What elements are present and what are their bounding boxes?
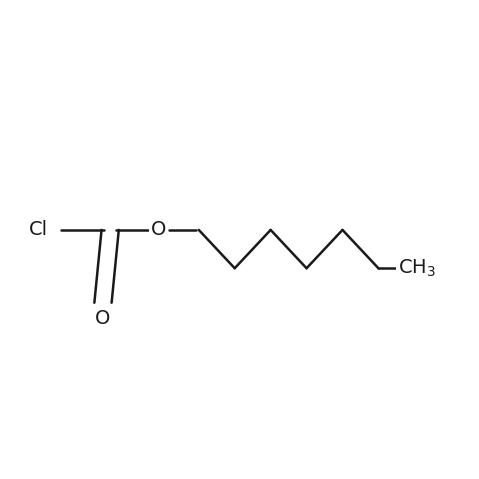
Text: O: O [95, 309, 111, 328]
Text: Cl: Cl [29, 220, 48, 240]
Text: CH$_3$: CH$_3$ [398, 258, 436, 279]
Text: O: O [150, 220, 166, 240]
